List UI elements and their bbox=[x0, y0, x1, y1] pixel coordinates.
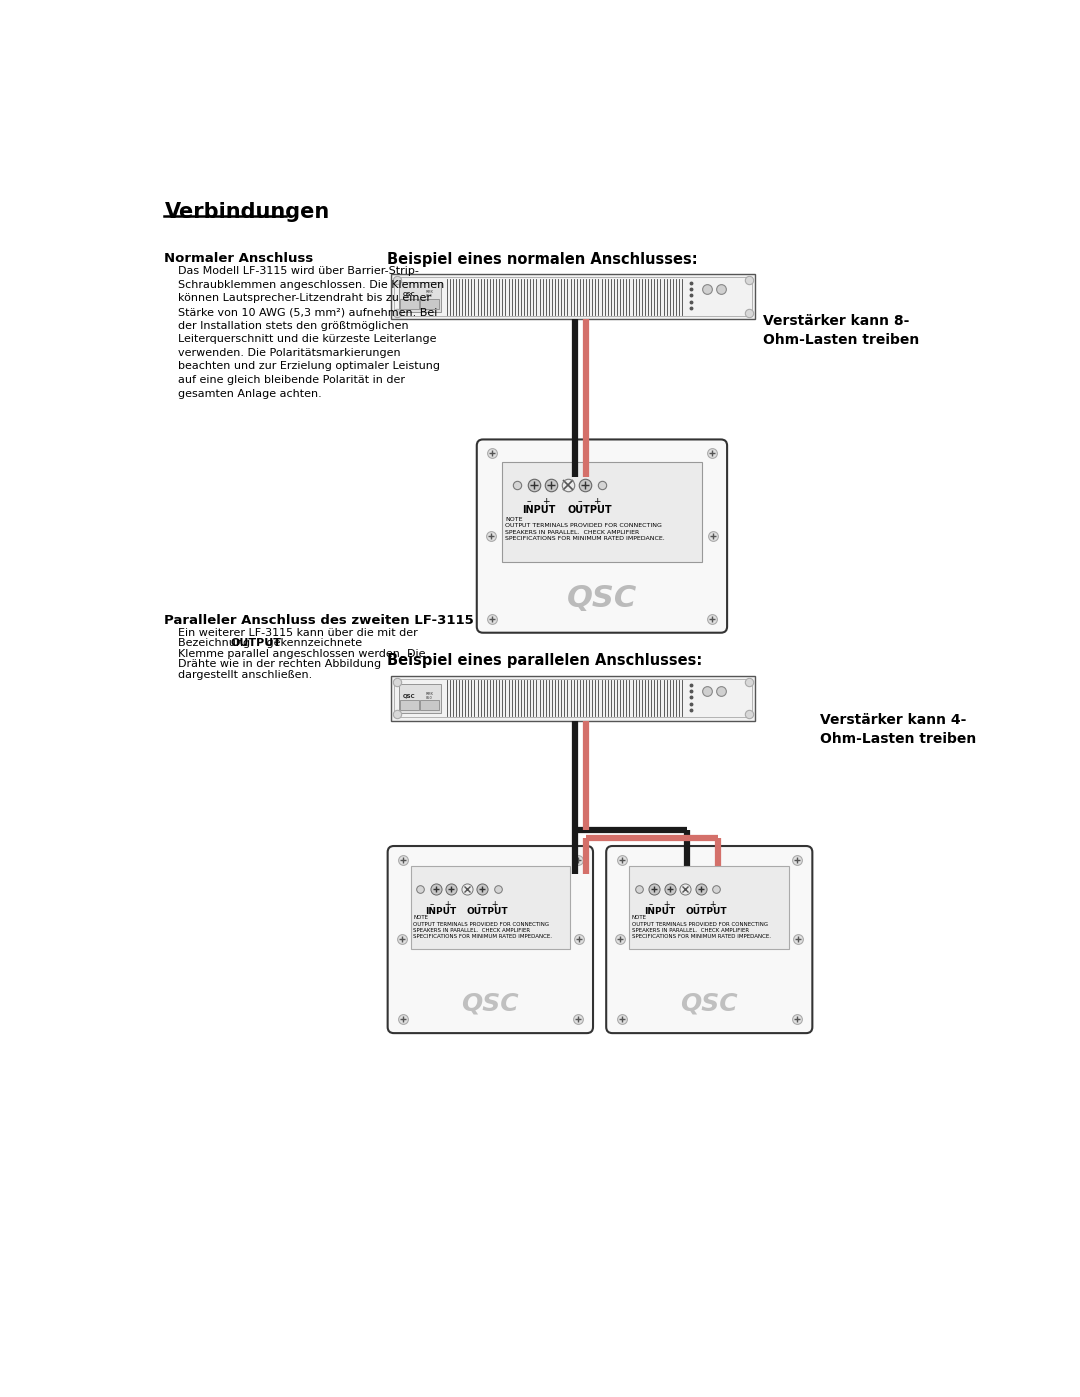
FancyBboxPatch shape bbox=[476, 440, 727, 633]
Bar bbox=[630, 866, 789, 949]
Text: –    +: – + bbox=[696, 900, 717, 909]
Text: RMX
850: RMX 850 bbox=[426, 289, 433, 298]
Text: Klemme parallel angeschlossen werden. Die: Klemme parallel angeschlossen werden. Di… bbox=[177, 648, 426, 659]
Bar bbox=[391, 676, 755, 721]
Text: gekennzeichnete: gekennzeichnete bbox=[262, 638, 362, 648]
Text: Normaler Anschluss: Normaler Anschluss bbox=[164, 253, 313, 265]
Bar bbox=[400, 299, 419, 309]
Text: QSC: QSC bbox=[403, 693, 416, 698]
Bar bbox=[410, 866, 570, 949]
Text: QSC: QSC bbox=[567, 584, 637, 613]
Text: Paralleler Anschluss des zweiten LF-3115: Paralleler Anschluss des zweiten LF-3115 bbox=[164, 615, 474, 627]
Text: Verstärker kann 8-
Ohm-Lasten treiben: Verstärker kann 8- Ohm-Lasten treiben bbox=[762, 314, 919, 348]
Text: QSC: QSC bbox=[461, 990, 519, 1016]
Text: INPUT: INPUT bbox=[426, 907, 457, 916]
Text: QSC: QSC bbox=[680, 990, 738, 1016]
Text: –    +: – + bbox=[649, 900, 671, 909]
Bar bbox=[399, 282, 441, 312]
FancyBboxPatch shape bbox=[388, 847, 593, 1034]
Text: OUTPUT: OUTPUT bbox=[230, 638, 281, 648]
Text: Beispiel eines parallelen Anschlusses:: Beispiel eines parallelen Anschlusses: bbox=[387, 652, 702, 668]
Text: INPUT: INPUT bbox=[522, 504, 555, 515]
FancyBboxPatch shape bbox=[606, 847, 812, 1034]
Text: QSC: QSC bbox=[403, 292, 416, 296]
Text: Das Modell LF-3115 wird über Barrier-Strip-
Schraubklemmen angeschlossen. Die Kl: Das Modell LF-3115 wird über Barrier-Str… bbox=[177, 267, 444, 398]
Bar bbox=[391, 274, 755, 320]
Text: –    +: – + bbox=[476, 900, 499, 909]
Text: INPUT: INPUT bbox=[644, 907, 675, 916]
Text: Bezeichnung: Bezeichnung bbox=[177, 638, 253, 648]
Text: –    +: – + bbox=[578, 497, 602, 506]
Text: Beispiel eines normalen Anschlusses:: Beispiel eines normalen Anschlusses: bbox=[387, 253, 698, 267]
Bar bbox=[394, 679, 752, 718]
Bar bbox=[420, 700, 438, 710]
Bar bbox=[400, 700, 419, 710]
Text: RMX
850: RMX 850 bbox=[426, 692, 433, 700]
Text: Verstärker kann 4-
Ohm-Lasten treiben: Verstärker kann 4- Ohm-Lasten treiben bbox=[820, 712, 976, 746]
Text: NOTE
OUTPUT TERMINALS PROVIDED FOR CONNECTING
SPEAKERS IN PARALLEL.  CHECK AMPLI: NOTE OUTPUT TERMINALS PROVIDED FOR CONNE… bbox=[414, 915, 552, 939]
Text: –    +: – + bbox=[527, 497, 551, 506]
Bar bbox=[394, 277, 752, 316]
Bar bbox=[399, 683, 441, 712]
Text: NOTE
OUTPUT TERMINALS PROVIDED FOR CONNECTING
SPEAKERS IN PARALLEL.  CHECK AMPLI: NOTE OUTPUT TERMINALS PROVIDED FOR CONNE… bbox=[505, 517, 665, 541]
Text: Verbindungen: Verbindungen bbox=[164, 203, 329, 222]
Text: OUTPUT: OUTPUT bbox=[686, 907, 727, 916]
Text: dargestellt anschließen.: dargestellt anschließen. bbox=[177, 669, 312, 680]
Text: Drähte wie in der rechten Abbildung: Drähte wie in der rechten Abbildung bbox=[177, 659, 381, 669]
Bar bbox=[420, 299, 438, 309]
Text: NOTE
OUTPUT TERMINALS PROVIDED FOR CONNECTING
SPEAKERS IN PARALLEL.  CHECK AMPLI: NOTE OUTPUT TERMINALS PROVIDED FOR CONNE… bbox=[632, 915, 771, 939]
Text: OUTPUT: OUTPUT bbox=[467, 907, 509, 916]
Text: –    +: – + bbox=[430, 900, 451, 909]
Bar bbox=[501, 462, 702, 562]
Text: Ein weiterer LF-3115 kann über die mit der: Ein weiterer LF-3115 kann über die mit d… bbox=[177, 629, 417, 638]
Text: OUTPUT: OUTPUT bbox=[568, 504, 612, 515]
